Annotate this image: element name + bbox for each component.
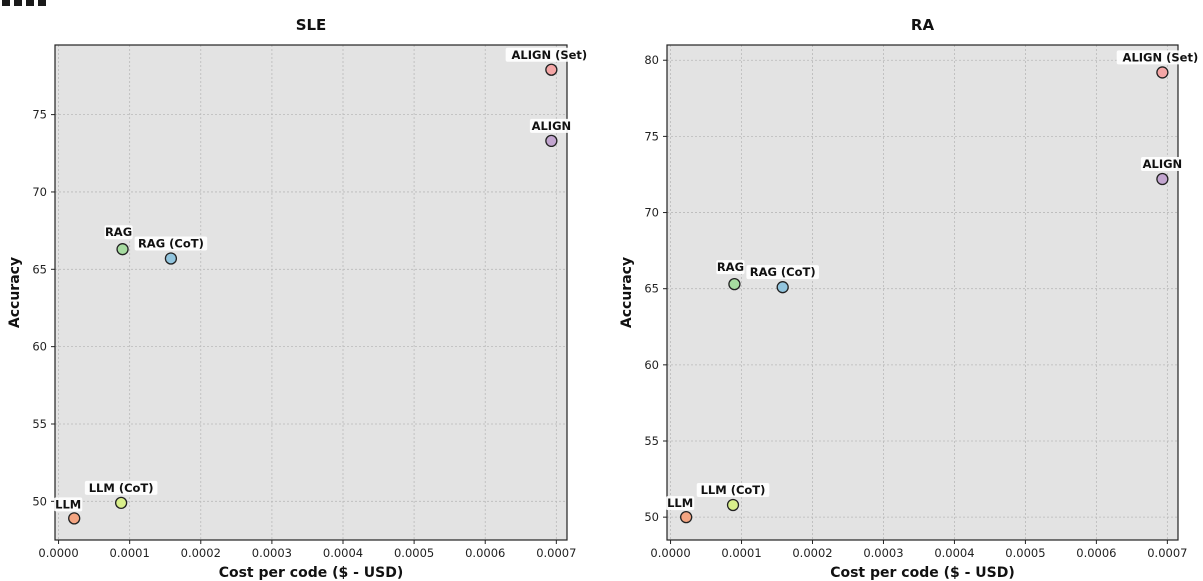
point-label-bg	[696, 482, 770, 497]
scatter-point-llm	[68, 512, 81, 525]
x-tick-label: 0.0002	[181, 546, 221, 560]
y-tick-label: 60	[644, 358, 659, 372]
point-label-bg	[1140, 157, 1184, 172]
chart-panel-sle: 0.0000 0.0001 0.0002 0.0003 0.0004 0.0005 0.00…	[7, 16, 594, 581]
x-tick-label: 0.0005	[1005, 546, 1045, 560]
x-tick-label: 0.0007	[1147, 546, 1187, 560]
y-axis-label: Accuracy	[619, 257, 635, 328]
header-glyph	[14, 0, 22, 6]
point-label-bg	[529, 118, 573, 133]
scatter-point-rag	[116, 243, 129, 256]
y-axis-label: Accuracy	[7, 257, 23, 328]
point-label-llm-cot: LLM (CoT)	[89, 481, 154, 495]
x-tick-label: 0.0001	[110, 546, 150, 560]
scatter-point-llm-cot	[114, 496, 128, 510]
point-label-bg	[666, 496, 695, 511]
scatter-point-rag-cot	[776, 281, 789, 294]
x-axis-label: Cost per code ($ - USD)	[830, 565, 1015, 581]
point-label-bg	[1116, 50, 1203, 65]
header-glyph	[26, 0, 34, 6]
plot-frame	[666, 44, 1179, 541]
y-tick-label: 70	[644, 206, 659, 220]
x-tick-label: 0.0000	[38, 546, 78, 560]
x-tick-label: 0.0004	[323, 546, 363, 560]
point-label-bg	[54, 497, 83, 512]
point-label-align: ALIGN	[532, 119, 572, 133]
x-tick-label: 0.0002	[792, 546, 832, 560]
point-label-bg	[134, 236, 208, 251]
plot-frame	[54, 44, 568, 541]
x-tick-label: 0.0007	[536, 546, 576, 560]
point-label-bg	[104, 225, 133, 240]
scatter-point-rag	[728, 277, 741, 291]
x-axis-label: Cost per code ($ - USD)	[219, 565, 404, 581]
point-label-bg	[505, 47, 594, 62]
y-tick-label: 60	[32, 340, 47, 354]
point-label-llm: LLM	[667, 496, 693, 510]
x-tick-label: 0.0003	[863, 546, 903, 560]
y-tick-label: 65	[32, 262, 47, 276]
y-tick-label: 75	[644, 129, 659, 143]
chart-panel-ra: 0.0000 0.0001 0.0002 0.0003 0.0004 0.0005 0.00…	[619, 16, 1203, 581]
point-label-rag-cot: RAG (CoT)	[750, 265, 816, 279]
point-label-bg	[84, 480, 158, 495]
header-glyph	[38, 0, 46, 6]
x-tick-label: 0.0004	[934, 546, 974, 560]
x-tick-label: 0.0006	[1076, 546, 1116, 560]
x-tick-label: 0.0001	[721, 546, 761, 560]
point-label-rag-cot: RAG (CoT)	[138, 236, 204, 250]
page-header-fragment	[0, 0, 60, 10]
point-label-llm-cot: LLM (CoT)	[701, 483, 766, 497]
y-tick-label: 55	[644, 434, 659, 448]
point-label-align-set: ALIGN (Set)	[1123, 50, 1199, 64]
chart-title: RA	[911, 16, 935, 34]
x-tick-label: 0.0006	[465, 546, 505, 560]
y-tick-label: 50	[32, 494, 47, 508]
y-tick-label: 75	[32, 108, 47, 122]
y-tick-label: 65	[644, 282, 659, 296]
x-tick-label: 0.0005	[394, 546, 434, 560]
chart-title: SLE	[296, 16, 327, 34]
point-label-align: ALIGN	[1143, 157, 1183, 171]
point-label-bg	[746, 265, 819, 280]
x-tick-label: 0.0000	[650, 546, 690, 560]
plot-area	[55, 45, 567, 540]
scatter-point-llm	[680, 511, 693, 524]
point-label-align-set: ALIGN (Set)	[512, 48, 588, 62]
scatter-point-align-set	[545, 63, 558, 76]
point-label-llm: LLM	[55, 497, 81, 511]
scatter-point-align-set	[1156, 66, 1169, 79]
y-tick-label: 50	[644, 510, 659, 524]
y-tick-label: 55	[32, 417, 47, 431]
point-label-rag: RAG	[105, 225, 132, 239]
point-label-rag: RAG	[717, 260, 744, 274]
scatter-point-rag-cot	[164, 252, 178, 265]
y-tick-label: 80	[644, 53, 659, 67]
point-label-bg	[716, 260, 745, 275]
plot-area	[667, 45, 1178, 540]
header-glyph	[2, 0, 10, 6]
scatter-point-align	[545, 134, 558, 148]
scatter-point-llm-cot	[726, 498, 740, 512]
scatter-point-align	[1156, 172, 1169, 186]
y-tick-label: 70	[32, 185, 47, 199]
x-tick-label: 0.0003	[252, 546, 292, 560]
